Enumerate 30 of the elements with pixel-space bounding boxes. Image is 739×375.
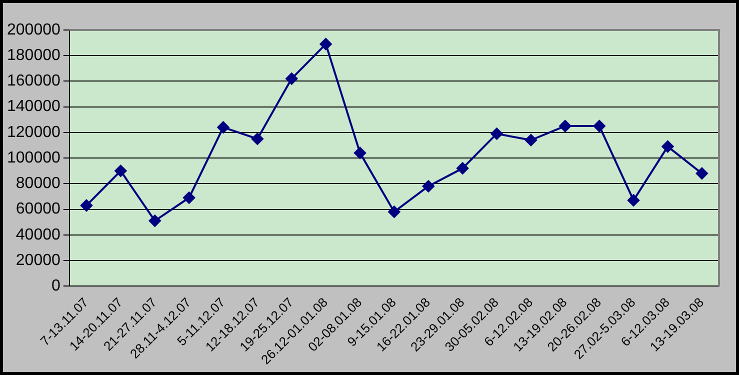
y-tick-label: 120000 <box>7 124 60 141</box>
point <box>490 128 503 140</box>
y-tick-label: 80000 <box>16 175 60 192</box>
point <box>422 180 434 192</box>
point <box>183 192 196 204</box>
point <box>80 199 92 212</box>
point <box>559 120 572 132</box>
point <box>320 38 332 50</box>
y-tick-label: 60000 <box>16 200 60 218</box>
point <box>456 162 469 174</box>
y-tick-label: 20000 <box>16 252 60 269</box>
y-tick-label: 200000 <box>7 21 60 38</box>
point <box>388 206 400 218</box>
y-tick-label: 140000 <box>7 98 60 116</box>
y-tick-label: 0 <box>51 278 60 295</box>
point <box>696 167 708 180</box>
point <box>593 120 606 132</box>
point <box>251 132 264 145</box>
point <box>286 72 298 85</box>
point <box>217 121 230 134</box>
point <box>354 146 366 159</box>
point <box>524 134 537 146</box>
y-tick-label: 100000 <box>7 149 60 166</box>
y-tick-label: 40000 <box>16 226 60 244</box>
point <box>662 140 674 153</box>
point <box>628 194 640 206</box>
y-tick-label: 160000 <box>7 72 60 90</box>
y-tick-label: 180000 <box>7 47 60 64</box>
point <box>114 164 127 177</box>
point <box>148 214 161 227</box>
